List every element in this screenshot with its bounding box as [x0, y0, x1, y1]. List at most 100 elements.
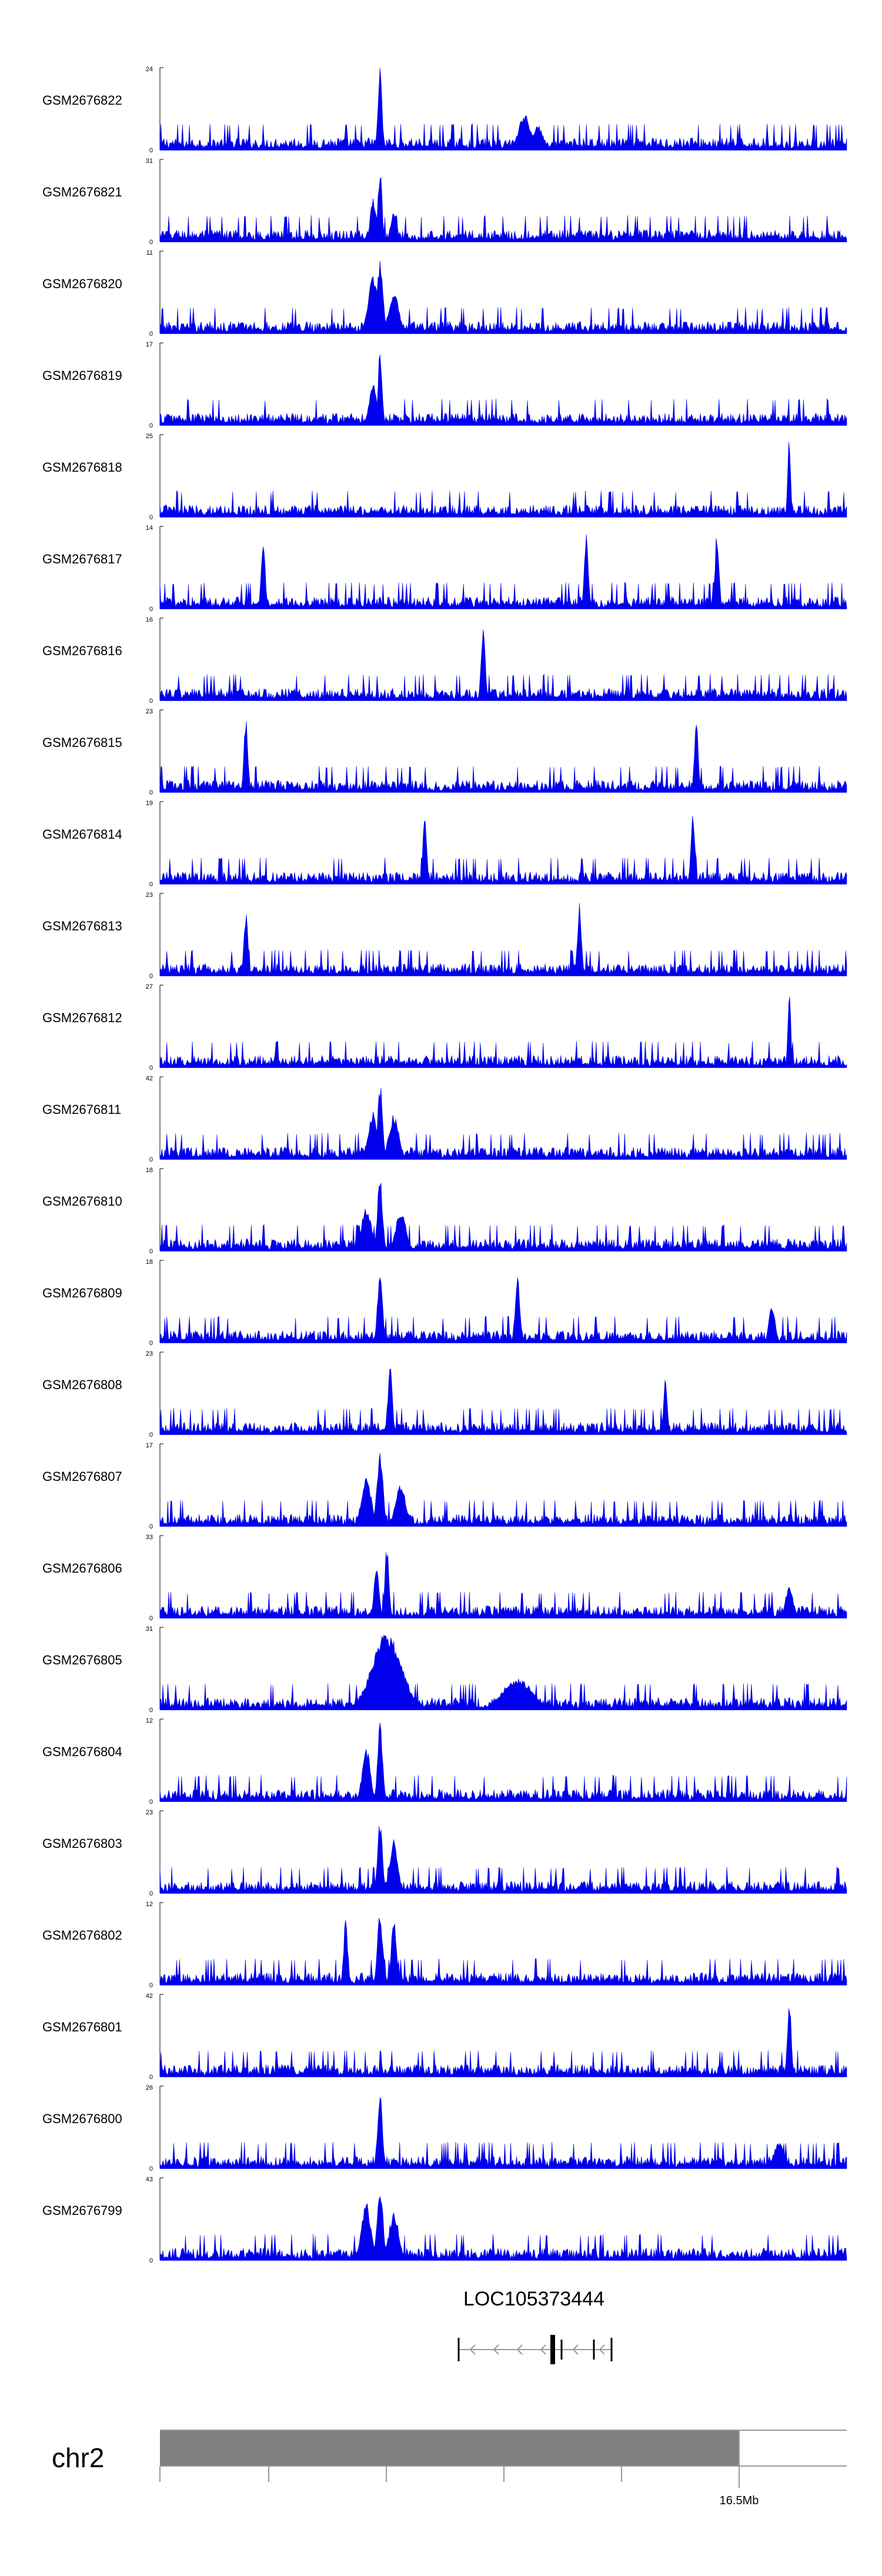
coverage-area	[159, 2196, 847, 2261]
y-max-label: 27	[146, 983, 153, 990]
track-GSM2676818: GSM2676818 25 0	[42, 433, 847, 521]
gene-track: LOC105373444	[457, 2288, 613, 2364]
coverage-area	[159, 1453, 847, 1527]
y-max-label: 12	[146, 1901, 153, 1908]
track-GSM2676812: GSM2676812 27 0	[42, 983, 847, 1072]
y-min-label: 0	[149, 1156, 153, 1163]
track-label: GSM2676816	[42, 643, 122, 658]
coverage-area	[159, 355, 847, 426]
coverage-area	[159, 68, 847, 151]
y-min-label: 0	[149, 606, 153, 613]
track-GSM2676808: GSM2676808 23 0	[42, 1350, 847, 1439]
y-max-label: 16	[146, 616, 153, 623]
y-min-label: 0	[149, 1798, 153, 1806]
strand-arrows	[469, 2344, 605, 2355]
y-max-label: 42	[146, 1075, 153, 1082]
track-label: GSM2676821	[42, 185, 122, 199]
y-max-label: 26	[146, 2084, 153, 2091]
track-GSM2676816: GSM2676816 16 0	[42, 616, 847, 705]
coverage-area	[159, 2097, 847, 2169]
track-label: GSM2676818	[42, 460, 122, 475]
track-label: GSM2676804	[42, 1744, 122, 1759]
y-min-label: 0	[149, 422, 153, 429]
track-label: GSM2676814	[42, 827, 122, 842]
track-GSM2676801: GSM2676801 42 0	[42, 1993, 847, 2081]
y-max-label: 23	[146, 1809, 153, 1816]
track-GSM2676817: GSM2676817 14 0	[42, 525, 847, 613]
y-max-label: 23	[146, 1350, 153, 1357]
track-GSM2676811: GSM2676811 42 0	[42, 1075, 847, 1163]
track-label: GSM2676820	[42, 276, 122, 291]
y-min-label: 0	[149, 239, 153, 246]
y-max-label: 19	[146, 800, 153, 807]
y-min-label: 0	[149, 2165, 153, 2173]
strand-arrow	[469, 2344, 476, 2355]
coverage-area	[159, 996, 847, 1068]
track-label: GSM2676812	[42, 1010, 122, 1025]
y-max-label: 31	[146, 158, 153, 165]
y-min-label: 0	[149, 147, 153, 154]
track-label: GSM2676808	[42, 1377, 122, 1392]
y-max-label: 42	[146, 1993, 153, 2000]
track-GSM2676803: GSM2676803 23 0	[42, 1809, 847, 1897]
ideogram-ticks	[159, 2466, 622, 2482]
track-label: GSM2676805	[42, 1653, 122, 1667]
y-min-label: 0	[149, 1065, 153, 1072]
coverage-area	[159, 2008, 847, 2077]
track-label: GSM2676819	[42, 368, 122, 383]
track-label: GSM2676809	[42, 1286, 122, 1300]
track-GSM2676815: GSM2676815 23 0	[42, 708, 847, 796]
strand-arrow	[540, 2344, 546, 2355]
y-min-label: 0	[149, 1248, 153, 1255]
track-label: GSM2676822	[42, 93, 122, 108]
strand-arrow	[572, 2344, 579, 2355]
y-max-label: 17	[146, 341, 153, 348]
track-label: GSM2676803	[42, 1836, 122, 1851]
coverage-area	[159, 629, 847, 701]
coverage-area	[159, 1723, 847, 1802]
y-min-label: 0	[149, 1982, 153, 1989]
track-label: GSM2676811	[42, 1102, 121, 1117]
track-GSM2676800: GSM2676800 26 0	[42, 2084, 847, 2173]
track-label: GSM2676815	[42, 735, 122, 750]
coverage-area	[159, 816, 847, 885]
y-min-label: 0	[149, 1432, 153, 1439]
track-GSM2676807: GSM2676807 17 0	[42, 1442, 847, 1530]
coverage-area	[159, 1277, 847, 1343]
y-max-label: 25	[146, 433, 153, 440]
y-max-label: 18	[146, 1259, 153, 1266]
track-label: GSM2676801	[42, 2020, 122, 2034]
track-GSM2676821: GSM2676821 31 0	[42, 158, 847, 246]
track-GSM2676802: GSM2676802 12 0	[42, 1901, 847, 1989]
track-GSM2676813: GSM2676813 23 0	[42, 892, 847, 980]
y-max-label: 14	[146, 525, 153, 532]
y-min-label: 0	[149, 789, 153, 796]
y-min-label: 0	[149, 1340, 153, 1347]
gene-exon	[550, 2335, 555, 2364]
y-min-label: 0	[149, 1707, 153, 1714]
y-min-label: 0	[149, 514, 153, 521]
coverage-area	[159, 261, 847, 334]
track-label: GSM2676813	[42, 919, 122, 933]
y-max-label: 11	[146, 249, 153, 256]
y-min-label: 0	[149, 881, 153, 888]
chromosome-ideogram: chr2 16.5Mb	[52, 2430, 847, 2507]
coverage-area	[159, 1369, 847, 1435]
track-GSM2676810: GSM2676810 18 0	[42, 1167, 847, 1255]
track-GSM2676804: GSM2676804 12 0	[42, 1717, 847, 1806]
track-GSM2676822: GSM2676822 24 0	[42, 66, 847, 154]
coverage-area	[159, 1918, 847, 1986]
track-GSM2676805: GSM2676805 31 0	[42, 1626, 847, 1714]
track-label: GSM2676799	[42, 2203, 122, 2218]
strand-arrow	[516, 2344, 523, 2355]
y-max-label: 43	[146, 2176, 153, 2183]
track-label: GSM2676800	[42, 2111, 122, 2126]
track-GSM2676806: GSM2676806 33 0	[42, 1534, 847, 1622]
track-GSM2676799: GSM2676799 43 0	[42, 2176, 847, 2264]
y-min-label: 0	[149, 1615, 153, 1622]
y-max-label: 24	[146, 66, 153, 73]
track-label: GSM2676807	[42, 1469, 122, 1484]
y-min-label: 0	[149, 2257, 153, 2264]
y-min-label: 0	[149, 1890, 153, 1897]
y-min-label: 0	[149, 331, 153, 338]
